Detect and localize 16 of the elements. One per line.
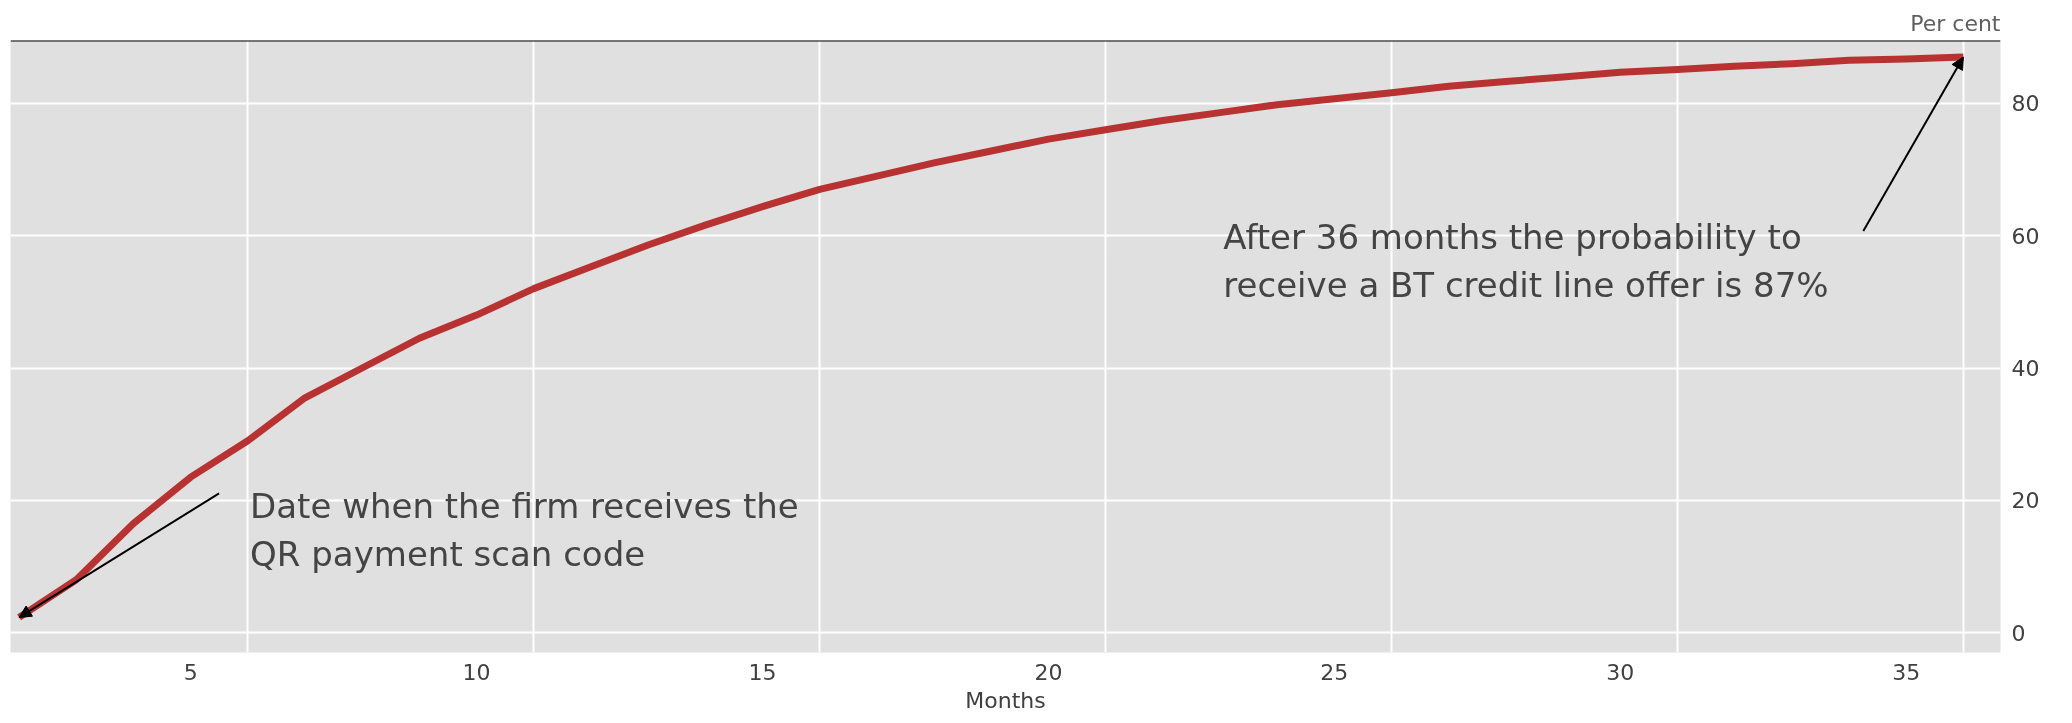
x-tick-label: 10 xyxy=(462,659,491,685)
x-axis-title: Months xyxy=(965,687,1046,713)
y-tick-label: 40 xyxy=(2011,356,2040,381)
y-tick-label: 0 xyxy=(2011,620,2026,646)
x-tick-label: 20 xyxy=(1034,659,1063,685)
y-tick-label: 80 xyxy=(2011,91,2040,117)
y-axis-title: Per cent xyxy=(1910,10,2001,36)
x-tick-label: 35 xyxy=(1892,659,1921,685)
x-tick-label: 25 xyxy=(1320,659,1349,685)
x-tick-label: 5 xyxy=(183,659,198,685)
annotation: After 36 months the probability to receive a BT credit line offer is 87% xyxy=(1223,217,1829,306)
x-tick-label: 30 xyxy=(1606,659,1635,685)
y-tick-label: 60 xyxy=(2011,223,2040,249)
y-tick-label: 20 xyxy=(2011,488,2040,514)
annotation: Date when the firm receives the QR payment scan code xyxy=(250,486,799,575)
x-tick-label: 15 xyxy=(748,659,777,685)
